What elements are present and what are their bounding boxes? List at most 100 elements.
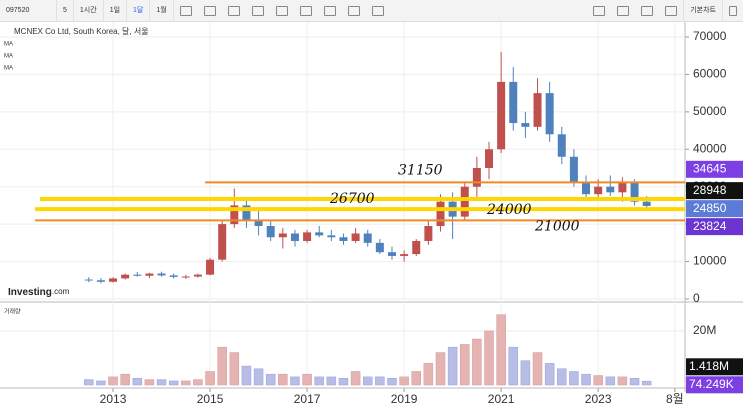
candle-body: [400, 254, 409, 256]
annotation-text: 24000: [486, 202, 532, 218]
indicator-label: MA: [4, 42, 13, 48]
tool-icon[interactable]: [617, 5, 630, 16]
y-tick-label: 50000: [693, 104, 727, 118]
candle-body: [351, 233, 360, 241]
x-tick-label: 2017: [294, 392, 321, 406]
candle-body: [497, 81, 506, 150]
candle-body: [582, 182, 591, 195]
volume-bar: [290, 376, 300, 386]
candle-body: [145, 273, 154, 276]
price-label-box: [686, 200, 743, 218]
volume-bar: [168, 380, 179, 386]
symbol-box[interactable]: 097520: [0, 0, 57, 22]
price-label-box: [686, 160, 743, 178]
volume-bar: [253, 368, 264, 386]
volume-bar: [520, 360, 531, 386]
tool-icon[interactable]: [275, 5, 288, 16]
volume-bar: [362, 376, 373, 386]
candle-body: [96, 280, 105, 282]
candle-body: [193, 274, 202, 277]
chart-style-button[interactable]: 기본차트: [683, 0, 723, 22]
volume-bar: [241, 365, 252, 386]
tool-icon[interactable]: [323, 5, 336, 16]
candle-body: [206, 259, 215, 275]
volume-bar: [557, 368, 567, 386]
price-label: 24850: [693, 201, 727, 215]
candle-body: [557, 134, 566, 157]
volume-bar: [423, 363, 434, 386]
volume-bar: [193, 379, 203, 386]
candle-body: [472, 167, 481, 187]
volume-bar: [229, 352, 240, 386]
volume-bar: [156, 379, 167, 386]
interval-button[interactable]: 5: [57, 0, 74, 22]
tool-icon[interactable]: [347, 5, 360, 16]
interval-button[interactable]: 1월: [150, 0, 174, 22]
annotation-text: 31150: [398, 162, 443, 178]
volume-bar: [605, 376, 616, 386]
price-label-box: [686, 182, 743, 200]
tool-icon[interactable]: [299, 5, 312, 16]
candle-body: [618, 182, 627, 193]
volume-bar: [496, 314, 506, 386]
candle-body: [169, 275, 178, 277]
tool-icon[interactable]: [665, 5, 678, 16]
volume-bar: [641, 380, 652, 386]
volume-bar: [593, 375, 603, 386]
x-tick-label: 2013: [100, 392, 127, 406]
candle-body: [230, 205, 239, 225]
candle-body: [242, 205, 251, 221]
candle-body: [521, 123, 530, 127]
x-tick-label: 2019: [391, 392, 418, 406]
volume-bar: [108, 376, 118, 386]
candle-body: [218, 224, 227, 260]
y-tick-label: 0: [693, 291, 700, 305]
volume-bar: [581, 373, 591, 386]
x-tick-label: 2015: [197, 392, 224, 406]
tool-icon[interactable]: [641, 5, 654, 16]
candle-body: [630, 182, 639, 202]
candle-body: [254, 220, 263, 227]
y-tick-label: 10000: [693, 254, 727, 268]
tool-icon[interactable]: [729, 5, 737, 16]
candle-body: [533, 93, 542, 127]
volume-label-box: [686, 376, 743, 394]
volume-bar: [278, 373, 288, 386]
volume-bar: [532, 352, 543, 386]
candle-body: [642, 201, 651, 206]
tool-icon[interactable]: [179, 5, 192, 16]
candle-body: [157, 273, 166, 276]
price-label: 23824: [693, 219, 727, 233]
candle-body: [485, 149, 494, 168]
chart: MCNEX Co Ltd, South Korea, 달, 서울 MA MA M…: [0, 22, 743, 408]
interval-button[interactable]: 1달: [127, 0, 151, 22]
candle-body: [290, 233, 299, 241]
volume-bar: [460, 344, 470, 386]
tool-icon[interactable]: [251, 5, 264, 16]
volume-bar: [350, 371, 361, 386]
volume-bar: [205, 371, 215, 386]
interval-button[interactable]: 1시간: [74, 0, 104, 22]
candle-body: [303, 232, 312, 241]
interval-button[interactable]: 1일: [104, 0, 128, 22]
candle-body: [375, 242, 384, 253]
candle-body: [436, 201, 445, 227]
tool-icon[interactable]: [371, 5, 384, 16]
candle-body: [84, 279, 93, 281]
volume-bar: [508, 346, 519, 386]
volume-label: 거래량: [4, 308, 21, 316]
tool-icon[interactable]: [593, 5, 606, 16]
candle-body: [121, 274, 130, 279]
volume-bar: [120, 373, 130, 386]
price-label-box: [686, 218, 743, 236]
volume-bar: [629, 377, 640, 386]
tool-icon[interactable]: [227, 5, 240, 16]
volume-bar: [314, 376, 324, 386]
candle-body: [315, 232, 324, 236]
volume-bar: [484, 330, 494, 386]
volume-bar: [472, 338, 482, 386]
candle-body: [545, 93, 554, 135]
tool-icon[interactable]: [203, 5, 216, 16]
price-label: 28948: [693, 183, 727, 197]
